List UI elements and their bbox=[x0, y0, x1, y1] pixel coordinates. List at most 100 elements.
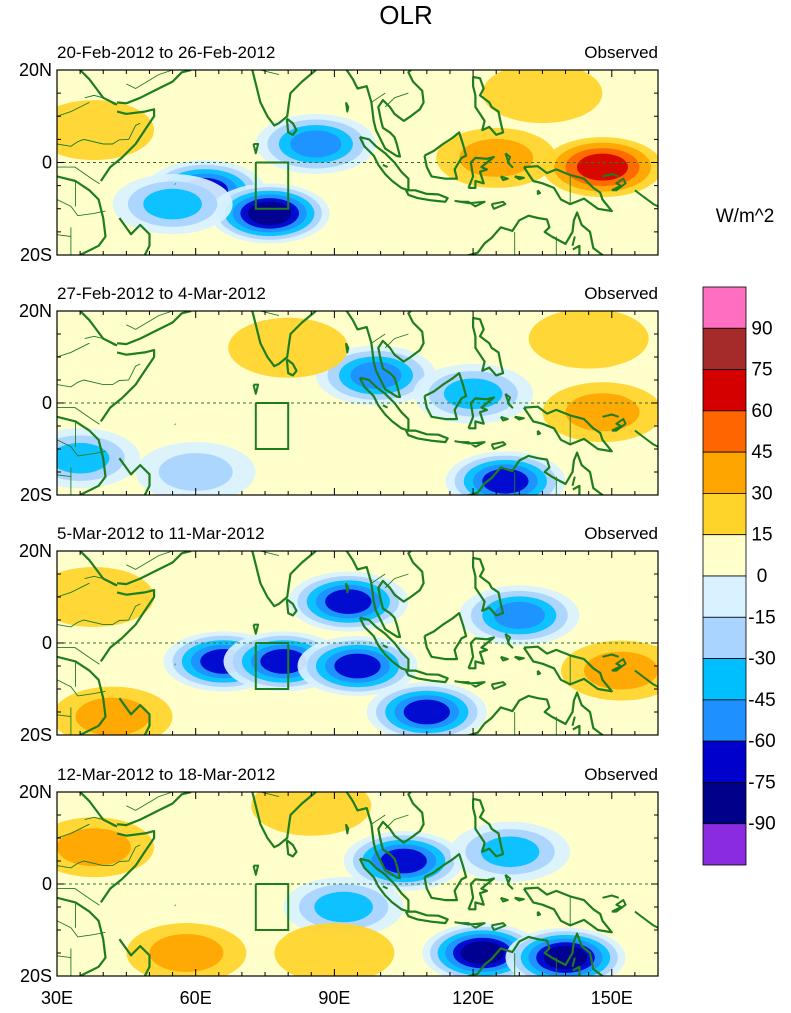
contour-level--45 bbox=[143, 189, 202, 220]
country-border bbox=[325, 63, 344, 70]
panel-label: Observed bbox=[584, 43, 658, 62]
olr-figure: OLR 20-Feb-2012 to 26-Feb-2012 Observed … bbox=[0, 0, 791, 1013]
island-outline bbox=[441, 783, 446, 786]
colorbar-label: -75 bbox=[748, 772, 775, 793]
contour-level-15 bbox=[529, 309, 649, 369]
olr-high-center bbox=[126, 923, 246, 983]
contour-level--60 bbox=[351, 362, 402, 389]
y-tick-label: 0 bbox=[42, 393, 52, 413]
contour-level--75 bbox=[325, 589, 371, 614]
colorbar-units: W/m^2 bbox=[716, 206, 775, 227]
colorbar: 9075604530150-15-30-45-60-75-90 bbox=[703, 287, 776, 865]
colorbar-label: 60 bbox=[751, 401, 772, 422]
panel-period: 5-Mar-2012 to 11-Mar-2012 bbox=[57, 524, 265, 543]
contour-level--45 bbox=[481, 837, 540, 868]
olr-low-center bbox=[20, 428, 140, 488]
colorbar-label: 0 bbox=[757, 566, 768, 587]
y-tick-label: 20S bbox=[20, 725, 52, 745]
panels: 20-Feb-2012 to 26-Feb-2012 Observed 20N 0… bbox=[19, 43, 681, 988]
y-tick-label: 20N bbox=[19, 541, 52, 561]
olr-high-center bbox=[529, 309, 649, 369]
contour-level--45 bbox=[314, 892, 373, 923]
panel-period: 12-Mar-2012 to 18-Mar-2012 bbox=[57, 765, 275, 784]
contour-level-30 bbox=[149, 934, 223, 972]
island-outline bbox=[441, 542, 446, 545]
contour-level--75 bbox=[404, 700, 450, 725]
contour-level--60 bbox=[290, 131, 341, 158]
y-tick-label: 20S bbox=[20, 245, 52, 265]
colorbar-swatch bbox=[703, 617, 746, 658]
olr-high-center bbox=[34, 100, 154, 160]
y-tick-label: 20N bbox=[19, 60, 52, 80]
colorbar-label: -60 bbox=[748, 731, 775, 752]
colorbar-swatch bbox=[703, 782, 746, 823]
contour-level--30 bbox=[159, 453, 233, 491]
colorbar-label: -15 bbox=[748, 607, 775, 628]
olr-low-center bbox=[288, 572, 408, 632]
colorbar-label: 90 bbox=[751, 318, 772, 339]
colorbar-label: 15 bbox=[751, 525, 772, 546]
island-outline bbox=[441, 302, 446, 305]
x-tick-label: 150E bbox=[591, 988, 633, 1008]
contour-level--75 bbox=[334, 654, 380, 679]
y-tick-label: 0 bbox=[42, 153, 52, 173]
contour-level-30 bbox=[76, 698, 150, 736]
contour-level-15 bbox=[251, 776, 371, 836]
panel-label: Observed bbox=[584, 284, 658, 303]
contour-level-30 bbox=[459, 139, 533, 177]
panel-1: 20-Feb-2012 to 26-Feb-2012 Observed 20N 0… bbox=[19, 43, 663, 265]
colorbar-label: -30 bbox=[748, 649, 775, 670]
colorbar-swatch bbox=[703, 700, 746, 741]
contour-level-30 bbox=[566, 393, 640, 431]
panel-period: 20-Feb-2012 to 26-Feb-2012 bbox=[57, 43, 275, 62]
x-axis: 30E 60E 90E 120E 150E bbox=[41, 988, 633, 1008]
country-border bbox=[325, 304, 344, 311]
figure-title: OLR bbox=[379, 0, 432, 30]
island-outline bbox=[182, 977, 185, 978]
panel-3: 5-Mar-2012 to 11-Mar-2012 Observed 20N 0 2… bbox=[19, 524, 681, 747]
olr-low-center bbox=[506, 928, 626, 988]
island-outline bbox=[182, 256, 185, 257]
panel-label: Observed bbox=[584, 765, 658, 784]
colorbar-label: -90 bbox=[748, 814, 775, 835]
country-border bbox=[325, 785, 344, 792]
colorbar-swatch bbox=[703, 741, 746, 782]
colorbar-swatch bbox=[703, 576, 746, 617]
x-tick-label: 30E bbox=[41, 988, 73, 1008]
y-tick-label: 20S bbox=[20, 485, 52, 505]
colorbar-label: 75 bbox=[751, 360, 772, 381]
panel-4: 12-Mar-2012 to 18-Mar-2012 Observed 20N 0… bbox=[19, 765, 658, 988]
y-tick-label: 20N bbox=[19, 782, 52, 802]
x-tick-label: 120E bbox=[452, 988, 494, 1008]
colorbar-swatch bbox=[703, 370, 746, 411]
contour-level-60 bbox=[577, 154, 628, 181]
country-border bbox=[325, 544, 344, 551]
x-tick-label: 90E bbox=[318, 988, 350, 1008]
olr-low-center bbox=[459, 585, 579, 645]
contour-level--90 bbox=[248, 202, 291, 225]
colorbar-swatch bbox=[703, 328, 746, 369]
olr-high-center bbox=[251, 776, 371, 836]
island-outline bbox=[182, 496, 185, 497]
y-tick-label: 20N bbox=[19, 301, 52, 321]
panel-2: 27-Feb-2012 to 4-Mar-2012 Observed 20N 0 2… bbox=[19, 284, 663, 511]
colorbar-label: 30 bbox=[751, 483, 772, 504]
island-outline bbox=[182, 736, 185, 737]
y-tick-label: 0 bbox=[42, 633, 52, 653]
olr-low-center bbox=[113, 174, 233, 234]
contour-level--45 bbox=[444, 379, 503, 410]
contour-level-15 bbox=[34, 100, 154, 160]
colorbar-swatch bbox=[703, 535, 746, 576]
olr-high-center bbox=[561, 641, 681, 701]
panel-label: Observed bbox=[584, 524, 658, 543]
colorbar-swatch bbox=[703, 493, 746, 534]
colorbar-swatch bbox=[703, 659, 746, 700]
colorbar-swatch bbox=[703, 824, 746, 865]
olr-high-center bbox=[543, 137, 663, 197]
y-tick-label: 0 bbox=[42, 874, 52, 894]
olr-low-center bbox=[450, 822, 570, 882]
panel-period: 27-Feb-2012 to 4-Mar-2012 bbox=[57, 284, 266, 303]
colorbar-swatch bbox=[703, 411, 746, 452]
colorbar-label: 45 bbox=[751, 442, 772, 463]
island-outline bbox=[441, 61, 446, 64]
